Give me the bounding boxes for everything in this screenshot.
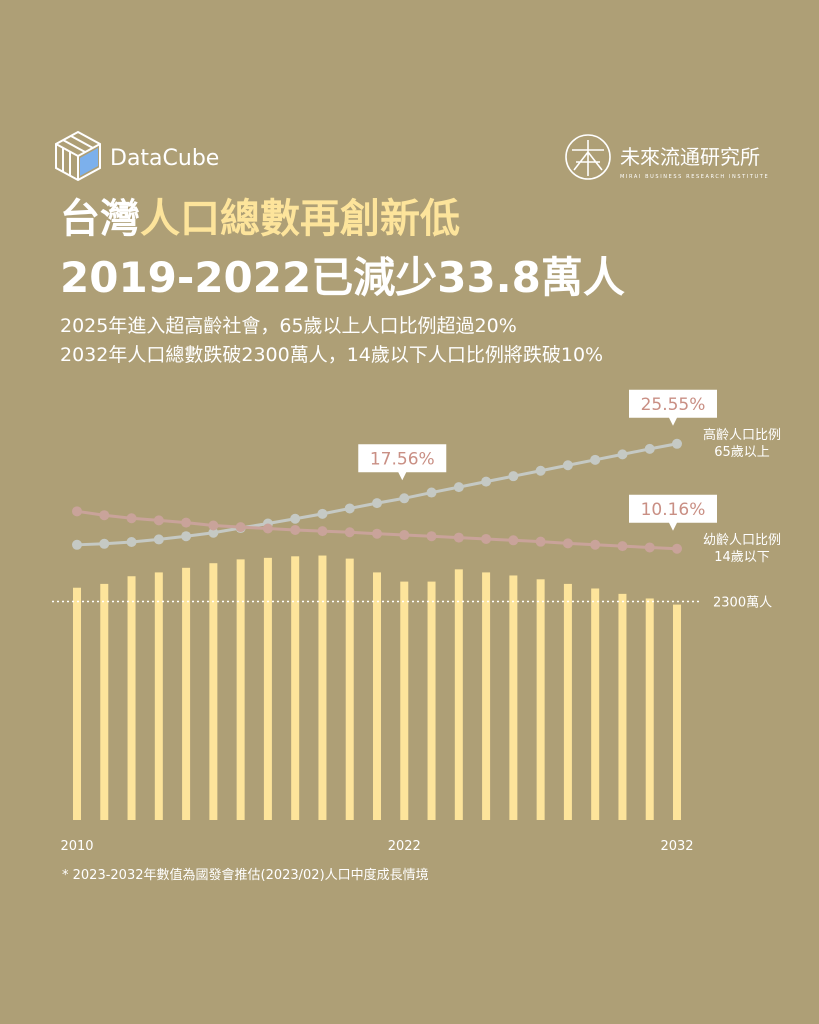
point bbox=[426, 531, 437, 542]
point bbox=[562, 538, 573, 549]
point bbox=[562, 460, 573, 471]
title-part: 人口總數再創新低 bbox=[140, 196, 460, 242]
bar bbox=[536, 579, 545, 820]
point bbox=[535, 536, 546, 547]
bar bbox=[236, 559, 245, 820]
title: 台灣人口總數再創新低 bbox=[60, 196, 460, 242]
value-label: 10.16% bbox=[641, 500, 706, 520]
point bbox=[453, 532, 464, 543]
point bbox=[672, 438, 682, 449]
callout bbox=[629, 389, 717, 426]
legend-label: 幼齡人口比例 bbox=[703, 533, 781, 548]
point bbox=[344, 527, 355, 538]
point bbox=[72, 539, 82, 550]
point bbox=[399, 530, 410, 541]
point bbox=[262, 523, 273, 534]
bar bbox=[645, 598, 654, 820]
point bbox=[290, 513, 301, 524]
legend-sublabel: 65歲以上 bbox=[714, 445, 770, 460]
title-part: 台灣 bbox=[60, 196, 140, 242]
org-sub: MIRAI BUSINESS RESEARCH INSTITUTE bbox=[620, 174, 769, 180]
point bbox=[590, 539, 601, 550]
bar bbox=[482, 572, 491, 820]
point bbox=[399, 493, 410, 504]
legend-sublabel: 14歲以下 bbox=[714, 550, 770, 565]
note: 2032年人口總數跌破2300萬人，14歲以下人口比例將跌破10% bbox=[60, 344, 603, 366]
legend-label: 高齡人口比例 bbox=[703, 427, 781, 443]
bar bbox=[318, 555, 327, 820]
bar bbox=[127, 576, 136, 820]
point bbox=[72, 506, 82, 517]
point bbox=[508, 471, 519, 482]
point bbox=[126, 537, 137, 548]
footnote: * 2023-2032年數值為國發會推估(2023/02)人口中度成長情境 bbox=[62, 867, 429, 883]
callout bbox=[629, 494, 717, 531]
org-logo bbox=[565, 134, 611, 180]
x-tick-label: 2010 bbox=[60, 839, 93, 854]
x-tick-label: 2032 bbox=[660, 839, 693, 854]
value-label: 25.55% bbox=[641, 395, 706, 415]
note: 2025年進入超高齡社會，65歲以上人口比例超過20% bbox=[60, 315, 517, 337]
datacube-logo bbox=[55, 130, 101, 182]
bar bbox=[182, 567, 191, 820]
point bbox=[99, 510, 110, 521]
point bbox=[535, 465, 546, 476]
point bbox=[99, 538, 110, 549]
point bbox=[644, 542, 655, 553]
bar bbox=[154, 572, 163, 820]
bar bbox=[673, 604, 681, 820]
point bbox=[644, 443, 655, 454]
point bbox=[590, 454, 601, 465]
point bbox=[617, 449, 628, 460]
bar bbox=[100, 583, 109, 820]
point bbox=[508, 535, 519, 546]
point bbox=[208, 527, 219, 538]
point bbox=[672, 543, 682, 554]
point bbox=[181, 517, 192, 528]
point bbox=[153, 515, 164, 526]
brand: DataCube bbox=[110, 146, 219, 171]
point bbox=[181, 531, 192, 542]
point bbox=[426, 487, 437, 498]
bar bbox=[263, 557, 272, 820]
bar bbox=[400, 581, 409, 820]
bar bbox=[454, 569, 463, 820]
bar bbox=[427, 581, 436, 820]
value-label: 17.56% bbox=[370, 449, 435, 469]
reference-label: 2300萬人 bbox=[713, 596, 772, 611]
point bbox=[481, 476, 492, 487]
point bbox=[126, 513, 137, 524]
point bbox=[453, 482, 464, 493]
bar bbox=[373, 572, 381, 820]
bar bbox=[345, 558, 354, 820]
bar bbox=[591, 588, 600, 820]
point bbox=[317, 526, 328, 537]
bar bbox=[509, 575, 518, 820]
point bbox=[372, 498, 382, 509]
point bbox=[317, 508, 328, 519]
bar bbox=[291, 556, 300, 820]
point bbox=[290, 524, 301, 535]
point bbox=[481, 533, 492, 544]
subtitle: 2019-2022已減少33.8萬人 bbox=[60, 253, 625, 302]
org-name: 未來流通研究所 bbox=[620, 145, 760, 169]
point bbox=[344, 503, 355, 514]
point bbox=[208, 520, 219, 531]
bar bbox=[209, 563, 218, 820]
point bbox=[153, 534, 164, 545]
point bbox=[372, 528, 382, 539]
callout bbox=[358, 444, 447, 481]
bar bbox=[618, 593, 627, 820]
x-tick-label: 2022 bbox=[388, 839, 421, 854]
point bbox=[235, 522, 246, 533]
bar bbox=[563, 583, 572, 820]
bar bbox=[73, 587, 81, 820]
point bbox=[617, 541, 628, 552]
